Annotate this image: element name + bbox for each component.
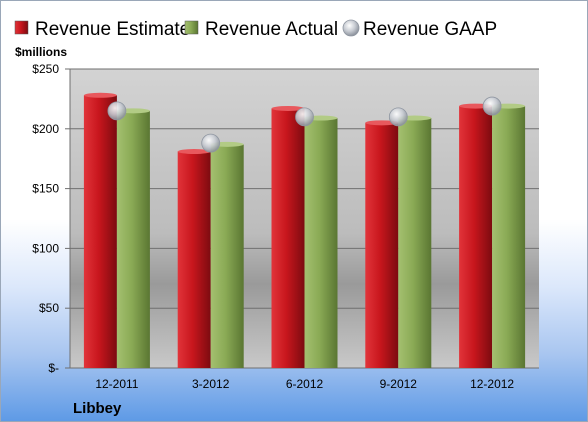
bar-revenue-actual — [304, 118, 338, 368]
bar-revenue-actual — [398, 118, 432, 368]
x-axis-ticks: 12-2011 3-2012 6-2012 9-2012 12-2012 — [95, 377, 514, 391]
legend-swatch — [184, 20, 199, 35]
bar-cap — [177, 149, 211, 155]
marker-revenue-gaap — [388, 107, 408, 127]
bar-cap — [365, 120, 399, 126]
y-axis-ticks: $- $50 $100 $150 $200 $250 — [32, 62, 71, 375]
x-tick-label: 12-2011 — [95, 377, 138, 391]
bar-revenue-estimate — [83, 95, 117, 368]
company-label: Libbey — [73, 400, 122, 417]
bars — [83, 92, 526, 369]
marker-revenue-gaap — [482, 96, 502, 116]
bar-revenue-estimate — [459, 106, 493, 369]
x-tick-label: 9-2012 — [380, 377, 418, 391]
bar-revenue-actual — [210, 144, 244, 368]
y-tick-label: $250 — [32, 62, 59, 76]
bar-revenue-estimate — [271, 108, 305, 368]
y-tick-label: $- — [48, 361, 59, 375]
y-tick-label: $150 — [32, 182, 59, 196]
legend-swatch — [14, 20, 29, 35]
x-tick-label: 6-2012 — [286, 377, 324, 391]
legend-label: Revenue GAAP — [363, 19, 497, 40]
y-tick-label: $100 — [32, 241, 59, 255]
legend-label: Revenue Actual — [205, 19, 338, 40]
units-label: $millions — [15, 45, 67, 59]
legend: Revenue Estimate Revenue Actual Revenue GA… — [14, 19, 497, 40]
x-tick-label: 12-2012 — [470, 377, 514, 391]
marker-revenue-gaap — [107, 101, 127, 121]
bar-revenue-actual — [116, 110, 150, 369]
marker-revenue-gaap — [201, 133, 221, 153]
y-tick-label: $50 — [39, 301, 59, 315]
x-tick-label: 3-2012 — [192, 377, 230, 391]
legend-marker — [342, 19, 360, 37]
bar-cap — [83, 92, 117, 98]
y-tick-label: $200 — [32, 122, 59, 136]
bar-cap — [271, 105, 305, 111]
bar-revenue-actual — [492, 106, 526, 369]
legend-label: Revenue Estimate — [35, 19, 190, 40]
bar-revenue-estimate — [365, 122, 399, 368]
gaap-markers — [107, 96, 502, 153]
bar-revenue-estimate — [177, 151, 211, 368]
marker-revenue-gaap — [295, 107, 314, 127]
